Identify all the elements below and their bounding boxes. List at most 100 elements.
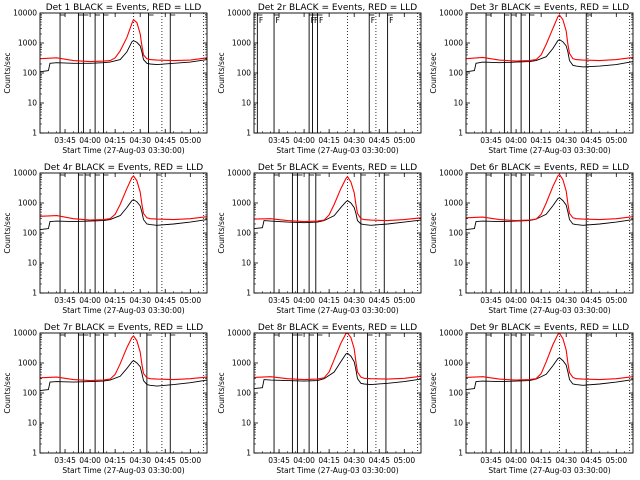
y-tick-label: 10 xyxy=(453,99,463,108)
panel-title: Det 1 BLACK = Events, RED = LLD xyxy=(46,3,202,13)
panel-7: Det 7r BLACK = Events, RED = LLD Counts/s… xyxy=(3,323,208,475)
panel-5: Det 5r BLACK = Events, RED = LLD Counts/s… xyxy=(217,163,422,315)
x-tick-label: 03:45 xyxy=(268,456,290,465)
series-lld-line xyxy=(253,175,422,223)
y-tick-label: 1000 xyxy=(18,39,37,48)
y-tick-label: 1 xyxy=(32,129,37,138)
x-tick-label: 04:00 xyxy=(79,296,101,305)
x-tick-label: 04:15 xyxy=(318,296,340,305)
x-tick-label: 04:45 xyxy=(154,296,176,305)
y-tick-label: 10 xyxy=(241,259,251,268)
y-tick-label: 100 xyxy=(237,69,252,78)
x-tick-label: 04:15 xyxy=(104,296,126,305)
y-tick-label: 10 xyxy=(27,259,37,268)
y-tick-label: 10000 xyxy=(13,329,37,338)
series-events-line xyxy=(253,200,422,230)
plot-frame xyxy=(465,332,634,454)
x-tick-label: 03:45 xyxy=(54,136,76,145)
flag-label: F xyxy=(319,16,323,25)
x-tick-label: 04:00 xyxy=(293,136,315,145)
x-tick-label: 04:30 xyxy=(343,296,365,305)
y-tick-label: 1000 xyxy=(444,39,463,48)
y-tick-label: 1000 xyxy=(232,199,251,208)
x-tick-label: 04:45 xyxy=(368,136,390,145)
x-tick-label: 03:45 xyxy=(54,456,76,465)
x-tick-label: 03:45 xyxy=(268,136,290,145)
y-tick-label: 100 xyxy=(23,69,38,78)
x-tick-label: 05:00 xyxy=(605,136,627,145)
x-tick-label: 03:45 xyxy=(480,136,502,145)
series-events-line xyxy=(465,357,634,391)
x-tick-label: 03:45 xyxy=(54,296,76,305)
x-tick-label: 03:45 xyxy=(268,296,290,305)
x-tick-label: 04:30 xyxy=(129,456,151,465)
x-tick-label: 05:00 xyxy=(393,136,415,145)
plot-frame xyxy=(39,332,208,454)
y-tick-label: 1000 xyxy=(232,359,251,368)
y-tick-label: 10 xyxy=(241,99,251,108)
y-tick-label: 100 xyxy=(23,229,38,238)
x-tick-label: 04:45 xyxy=(368,456,390,465)
x-tick-label: 04:30 xyxy=(343,136,365,145)
y-tick-label: 10000 xyxy=(227,9,251,18)
x-tick-label: 05:00 xyxy=(179,296,201,305)
plot-frame xyxy=(253,172,422,294)
y-tick-label: 10 xyxy=(27,419,37,428)
x-tick-label: 04:00 xyxy=(79,136,101,145)
panel-9: Det 9r BLACK = Events, RED = LLD Counts/s… xyxy=(429,323,634,475)
x-tick-label: 04:00 xyxy=(505,456,527,465)
y-tick-label: 10 xyxy=(27,99,37,108)
series-events-line xyxy=(253,352,422,390)
series-events-line xyxy=(39,199,208,231)
flag-label: F xyxy=(259,16,263,25)
x-tick-label: 04:45 xyxy=(154,456,176,465)
y-tick-label: 1000 xyxy=(232,39,251,48)
y-axis-label: Counts/sec xyxy=(3,212,12,253)
flag-label: F xyxy=(276,16,280,25)
y-tick-label: 10000 xyxy=(13,169,37,178)
x-tick-label: 04:15 xyxy=(530,296,552,305)
series-events-line xyxy=(465,197,634,231)
x-tick-label: 04:15 xyxy=(530,456,552,465)
y-tick-label: 100 xyxy=(23,389,38,398)
panel-title: Det 9r BLACK = Events, RED = LLD xyxy=(470,323,629,333)
x-axis-label: Start Time (27-Aug-03 03:30:00) xyxy=(62,466,184,475)
y-tick-label: 100 xyxy=(237,389,252,398)
x-tick-label: 04:30 xyxy=(129,296,151,305)
x-axis-label: Start Time (27-Aug-03 03:30:00) xyxy=(488,146,610,155)
x-tick-label: 04:15 xyxy=(530,136,552,145)
panel-8: Det 8r BLACK = Events, RED = LLD Counts/s… xyxy=(217,323,422,475)
y-tick-label: 1 xyxy=(246,289,251,298)
panel-title: Det 2r BLACK = Events, RED = LLD xyxy=(258,3,417,13)
y-tick-label: 10000 xyxy=(227,169,251,178)
y-tick-label: 10000 xyxy=(439,9,463,18)
y-tick-label: 100 xyxy=(449,229,464,238)
plot-frame xyxy=(39,172,208,294)
series-lld-line xyxy=(465,14,634,62)
y-tick-label: 1000 xyxy=(444,359,463,368)
panel-title: Det 5r BLACK = Events, RED = LLD xyxy=(258,163,417,173)
flag-label: F xyxy=(371,16,375,25)
x-tick-label: 04:15 xyxy=(318,456,340,465)
x-tick-label: 04:45 xyxy=(580,456,602,465)
y-tick-label: 10000 xyxy=(13,9,37,18)
x-tick-label: 05:00 xyxy=(605,296,627,305)
y-tick-label: 1 xyxy=(32,449,37,458)
x-tick-label: 04:30 xyxy=(343,456,365,465)
series-events-line xyxy=(465,39,634,73)
panel-1: Det 1 BLACK = Events, RED = LLD Counts/se… xyxy=(3,3,208,155)
x-tick-label: 04:15 xyxy=(318,136,340,145)
panel-title: Det 6r BLACK = Events, RED = LLD xyxy=(470,163,629,173)
panel-6: Det 6r BLACK = Events, RED = LLD Counts/s… xyxy=(429,163,634,315)
y-tick-label: 1000 xyxy=(18,199,37,208)
x-tick-label: 04:15 xyxy=(104,136,126,145)
y-tick-label: 10 xyxy=(453,259,463,268)
series-lld-line xyxy=(39,175,208,221)
x-tick-label: 04:15 xyxy=(104,456,126,465)
x-axis-label: Start Time (27-Aug-03 03:30:00) xyxy=(62,306,184,315)
x-axis-label: Start Time (27-Aug-03 03:30:00) xyxy=(62,146,184,155)
x-tick-label: 04:30 xyxy=(555,456,577,465)
y-axis-label: Counts/sec xyxy=(217,212,226,253)
y-tick-label: 1 xyxy=(458,129,463,138)
